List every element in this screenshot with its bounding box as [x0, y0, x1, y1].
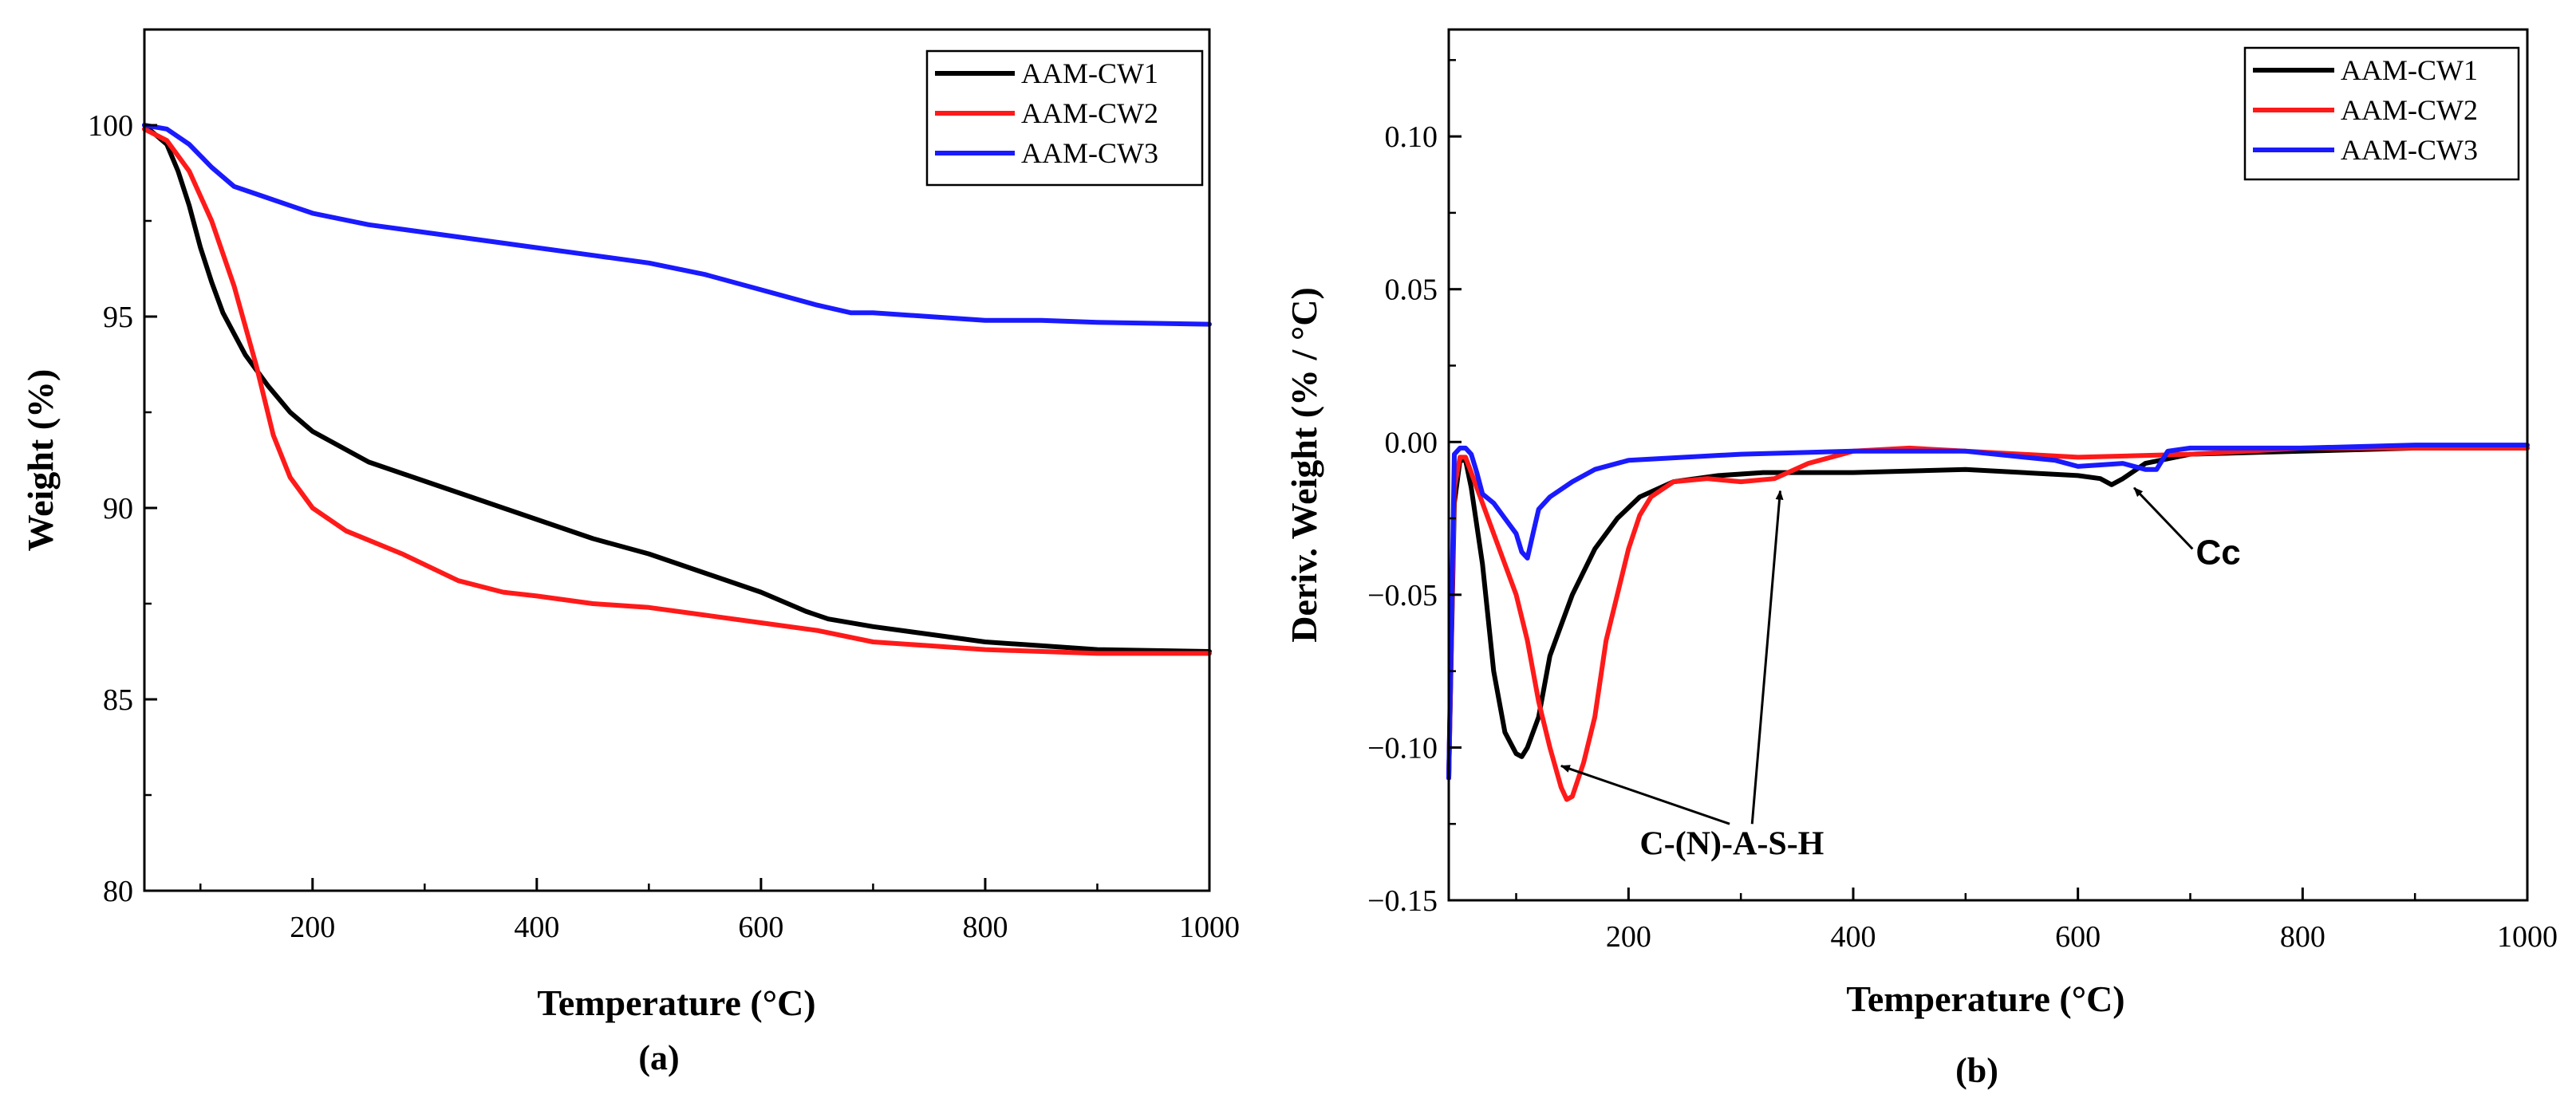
- panel-b-y-tick-label: −0.10: [1367, 731, 1438, 765]
- panel-b-label: (b): [1955, 1051, 1998, 1090]
- panel-b-ticks: 200 400 600 800 1000 −0.15 −0.10 −0.05 0.00 0.05 0…: [1367, 60, 2558, 954]
- panel-a-y-axis-title: Weight (%): [20, 369, 61, 552]
- panel-b-x-tick-label: 600: [2055, 920, 2101, 954]
- panel-b-legend-label: AAM-CW2: [2341, 94, 2478, 126]
- panel-b-y-tick-label: −0.05: [1367, 579, 1438, 612]
- panel-a-weight-chart: 200 400 600 800 1000 80 85 90 95 100 Temperature …: [20, 30, 1240, 1077]
- annotation-cnash: C-(N)-A-S-H: [1639, 826, 1824, 863]
- panel-a-y-tick-label: 95: [103, 301, 133, 334]
- panel-a-legend-label: AAM-CW1: [1021, 57, 1158, 89]
- panel-b-annotations: C-(N)-A-S-H Cc: [1561, 488, 2241, 863]
- annotation-arrow: [2134, 488, 2192, 549]
- panel-a-x-tick-label: 800: [962, 911, 1008, 944]
- panel-a-x-tick-label: 400: [514, 911, 559, 944]
- panel-a-y-tick-label: 90: [103, 492, 133, 526]
- panel-b-series: [1449, 445, 2527, 800]
- panel-b-legend-label: AAM-CW1: [2341, 54, 2478, 86]
- annotation-cc: Cc: [2196, 533, 2241, 573]
- annotation-arrow: [1561, 766, 1730, 824]
- panel-b-y-tick-label: 0.00: [1385, 426, 1438, 459]
- panel-b-x-axis-title: Temperature (°C): [1846, 978, 2124, 1019]
- panel-b-series-aam-cw3: [1449, 445, 2527, 778]
- panel-b-y-axis-title: Deriv. Weight (% / °C): [1284, 287, 1324, 643]
- panel-b-legend: AAM-CW1 AAM-CW2 AAM-CW3: [2245, 48, 2519, 179]
- panel-a-y-tick-label: 100: [88, 109, 133, 143]
- panel-a-x-tick-label: 200: [290, 911, 335, 944]
- panel-a-x-axis-title: Temperature (°C): [537, 982, 815, 1023]
- panel-b-y-tick-label: 0.10: [1385, 120, 1438, 154]
- panel-b-derivative-chart: 200 400 600 800 1000 −0.15 −0.10 −0.05 0.00 0.05 0…: [1284, 30, 2558, 1090]
- panel-a-label: (a): [638, 1038, 679, 1077]
- panel-b-y-tick-label: −0.15: [1367, 884, 1438, 918]
- panel-b-legend-label: AAM-CW3: [2341, 134, 2478, 166]
- panel-a-y-tick-label: 80: [103, 875, 133, 908]
- panel-a-legend-label: AAM-CW2: [1021, 97, 1158, 129]
- panel-a-series: [144, 125, 1209, 653]
- panel-b-y-tick-label: 0.05: [1385, 274, 1438, 307]
- panel-a-ticks: 200 400 600 800 1000 80 85 90 95 100: [88, 109, 1240, 944]
- panel-a-legend: AAM-CW1 AAM-CW2 AAM-CW3: [927, 51, 1202, 185]
- panel-b-x-tick-label: 1000: [2497, 920, 2558, 954]
- panel-a-legend-label: AAM-CW3: [1021, 137, 1158, 169]
- panel-a-x-tick-label: 1000: [1179, 911, 1240, 944]
- panel-a-series-aam-cw2: [144, 129, 1209, 654]
- figure: 200 400 600 800 1000 80 85 90 95 100 Temperature …: [0, 0, 2576, 1114]
- panel-a-series-aam-cw1: [144, 125, 1209, 651]
- panel-b-x-tick-label: 400: [1831, 920, 1876, 954]
- panel-a-x-tick-label: 600: [738, 911, 783, 944]
- panel-a-y-tick-label: 85: [103, 683, 133, 717]
- panel-b-x-tick-label: 800: [2280, 920, 2326, 954]
- annotation-arrow: [1752, 491, 1780, 825]
- panel-b-series-aam-cw2: [1449, 448, 2527, 800]
- panel-b-x-tick-label: 200: [1606, 920, 1651, 954]
